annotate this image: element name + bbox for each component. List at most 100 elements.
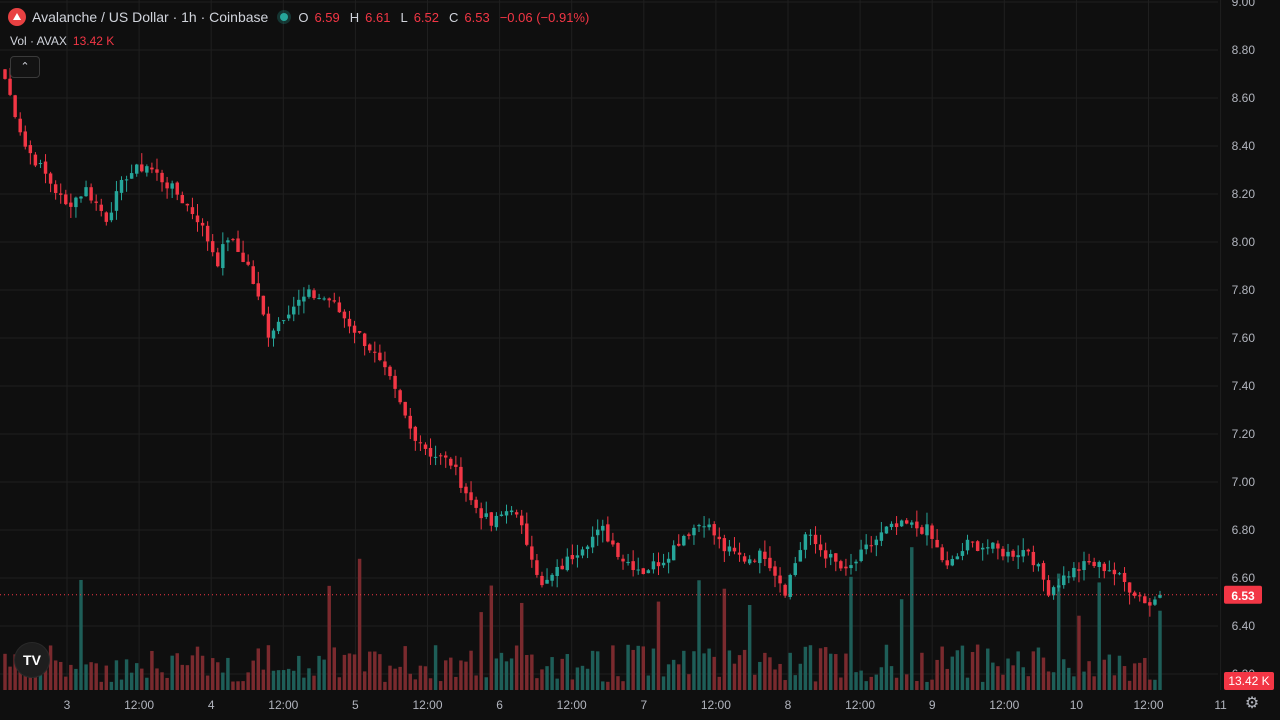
volume-bar [960, 645, 965, 690]
volume-bar [930, 679, 934, 690]
price-tick-label: 6.80 [1232, 523, 1256, 537]
candle-body [1138, 595, 1142, 597]
volume-bar [925, 681, 929, 690]
candle-body [221, 244, 225, 269]
candle-body [383, 361, 387, 368]
settings-gear-icon[interactable]: ⚙ [1244, 695, 1260, 712]
candle-body [373, 351, 377, 353]
volume-bar [727, 650, 732, 690]
volume-bar [38, 669, 43, 690]
candle-body [595, 529, 600, 536]
candle-body [352, 325, 357, 333]
candle-body [1036, 564, 1041, 567]
volume-bar [636, 645, 640, 690]
candle-body [292, 306, 296, 315]
volume-bar [894, 677, 899, 690]
volume-bar [84, 664, 88, 690]
candle-body [950, 559, 955, 566]
candle-body [889, 523, 894, 528]
volume-bar [322, 659, 326, 690]
candle-body [175, 182, 179, 195]
volume-bar [970, 652, 975, 690]
candle-body [935, 539, 939, 548]
volume-bar [884, 644, 889, 690]
volume-bar [368, 651, 372, 690]
volume-label[interactable]: Vol · AVAX [10, 34, 67, 48]
volume-bar [535, 678, 539, 690]
time-tick-label: 12:00 [845, 698, 875, 712]
volume-bar [246, 672, 250, 690]
volume-bar [150, 650, 154, 690]
volume-bar [266, 645, 271, 690]
tradingview-logo-icon[interactable]: TV [14, 642, 50, 678]
price-axis[interactable]: 9.00 8.80 8.60 8.40 8.20 8.00 7.80 7.60 7.40 7.20… [1232, 0, 1256, 681]
change-value: −0.06 (−0.91%) [499, 9, 590, 25]
candle-body [955, 556, 960, 560]
time-tick-label: 5 [352, 698, 359, 712]
volume-bar [742, 649, 747, 690]
candle-body [1077, 569, 1081, 571]
volume-bar [829, 653, 833, 690]
volume-bar [996, 666, 1000, 690]
candle-body [1041, 563, 1046, 580]
candle-body [1001, 548, 1005, 557]
candle-body [590, 536, 595, 548]
candle-body [636, 569, 640, 571]
candle-body [727, 546, 732, 552]
volume-bar [813, 681, 818, 690]
volume-bar [986, 648, 990, 690]
volume-bar [109, 681, 114, 690]
volume-bar [768, 657, 772, 690]
volume-bar [129, 672, 134, 690]
price-tick-label: 8.20 [1232, 187, 1256, 201]
candle-body [773, 566, 777, 576]
candle-body [378, 352, 382, 361]
volume-bar [626, 644, 630, 690]
volume-bar [251, 660, 255, 690]
volume-bar [286, 668, 291, 690]
candle-body [286, 314, 291, 319]
candle-body [980, 547, 985, 550]
volume-bar [677, 664, 681, 690]
volume-bar [297, 655, 301, 690]
volume-bar [200, 655, 205, 690]
volume-bar [611, 645, 615, 690]
candle-body [337, 302, 342, 313]
candle-body [671, 545, 676, 561]
candle-body [276, 321, 281, 332]
volume-bar [980, 681, 985, 690]
low-label: L [400, 9, 408, 25]
candle-body [570, 554, 575, 560]
candle-body [408, 415, 412, 429]
volume-bar [514, 645, 519, 690]
volume-bar [717, 676, 721, 690]
volume-bar [352, 654, 357, 690]
candle-body [479, 508, 483, 519]
low-value: 6.52 [413, 9, 439, 25]
time-axis[interactable]: 3 12:00 4 12:00 5 12:00 6 12:00 7 12:00 8 12:00 9 12:… [64, 698, 1227, 712]
volume-bar [621, 681, 625, 690]
symbol-title[interactable]: Avalanche / US Dollar · 1h · Coinbase [32, 9, 269, 25]
candle-body [747, 559, 752, 564]
candle-body [621, 558, 625, 562]
volume-bar [210, 658, 215, 690]
volume-bar [69, 664, 73, 690]
candle-body [64, 194, 68, 205]
candle-body [530, 546, 534, 560]
volume-bar [261, 669, 266, 690]
candle-body [134, 164, 139, 174]
candle-body [8, 78, 12, 95]
volume-bar [1122, 666, 1127, 690]
candle-body [575, 555, 580, 558]
volume-bar [945, 668, 949, 690]
market-status-icon [280, 13, 289, 21]
candle-body [119, 179, 124, 193]
candle-body [474, 499, 478, 508]
volume-bar [362, 671, 367, 690]
candle-body [945, 560, 949, 566]
candle-body [1067, 576, 1071, 578]
candle-body [732, 547, 737, 552]
volume-bar [585, 668, 590, 690]
collapse-legend-button[interactable]: ⌃ [10, 56, 40, 78]
